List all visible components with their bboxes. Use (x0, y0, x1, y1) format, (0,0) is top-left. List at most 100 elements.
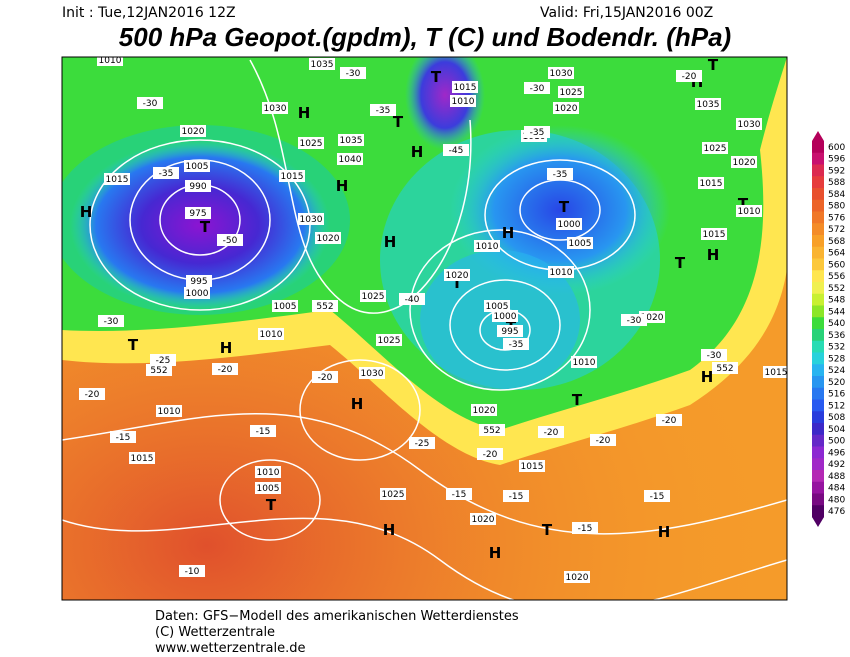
label-box (146, 364, 172, 376)
scale-swatch (812, 411, 824, 424)
label-box (184, 287, 210, 299)
scale-swatch (812, 282, 824, 295)
contour-label: 1010 (158, 407, 181, 417)
contour-label: 1005 (569, 239, 592, 249)
label-box (736, 118, 762, 130)
label-box (477, 448, 503, 460)
contour-label: -40 (405, 295, 420, 305)
contour-label: -30 (707, 351, 722, 361)
label-box (255, 482, 281, 494)
contour-label: 552 (316, 302, 333, 312)
label-box (337, 153, 363, 165)
label-box (548, 266, 574, 278)
pressure-center: H (701, 368, 714, 386)
label-box (702, 142, 728, 154)
scale-swatch (812, 164, 824, 177)
contour-label: 1030 (264, 104, 287, 114)
scale-swatch (812, 211, 824, 224)
init-time: Init : Tue,12JAN2016 12Z (62, 5, 236, 21)
label-box (399, 293, 425, 305)
scale-label: 536 (828, 331, 845, 341)
label-box (309, 58, 335, 70)
contour-label: -35 (159, 169, 174, 179)
label-box (150, 354, 176, 366)
label-box (736, 205, 762, 217)
scale-label: 540 (828, 319, 845, 329)
contour-label: 1025 (382, 490, 405, 500)
scale-label: 556 (828, 272, 845, 282)
contour-label: -15 (256, 427, 271, 437)
scale-arrow-top (812, 131, 824, 141)
pressure-center: T (675, 254, 686, 272)
contour-label: 1030 (361, 369, 384, 379)
scale-swatch (812, 446, 824, 459)
scale-swatch (812, 423, 824, 436)
label-box (360, 290, 386, 302)
contour-label: 1035 (697, 100, 720, 110)
label-box (312, 300, 338, 312)
contour-label: 1030 (738, 120, 761, 130)
scale-label: 484 (828, 484, 845, 494)
scale-label: 528 (828, 354, 845, 364)
contour-label: -30 (143, 99, 158, 109)
label-box (186, 275, 212, 287)
contour-label: -30 (627, 316, 642, 326)
contour-label: 1035 (311, 60, 334, 70)
scale-swatch (812, 399, 824, 412)
scale-label: 596 (828, 155, 845, 165)
scale-swatch (812, 188, 824, 201)
label-box (137, 97, 163, 109)
contour-label: -15 (578, 524, 593, 534)
scale-label: 600 (828, 143, 845, 153)
contour-label: 1020 (641, 313, 664, 323)
scale-swatch (812, 152, 824, 165)
label-box (180, 125, 206, 137)
label-box (698, 177, 724, 189)
scale-swatch (812, 199, 824, 212)
contour-label: -15 (116, 433, 131, 443)
label-box (556, 218, 582, 230)
label-box (763, 366, 789, 378)
scale-label: 588 (828, 178, 845, 188)
scale-label: 548 (828, 296, 845, 306)
contour-label: 1030 (300, 215, 323, 225)
scale-swatch (812, 258, 824, 271)
contour-label: 552 (150, 366, 167, 376)
contour-label: 1015 (700, 179, 723, 189)
scale-swatch (812, 481, 824, 494)
label-box (695, 98, 721, 110)
label-box (547, 168, 573, 180)
label-box (184, 160, 210, 172)
contour-label: 1030 (550, 69, 573, 79)
contour-label: 1015 (131, 454, 154, 464)
label-box (79, 388, 105, 400)
scale-swatch (812, 458, 824, 471)
contour-label: -30 (346, 69, 361, 79)
label-box (262, 102, 288, 114)
label-box (571, 356, 597, 368)
contour-label: 1040 (339, 155, 362, 165)
scale-label: 532 (828, 343, 845, 353)
label-box (258, 328, 284, 340)
pressure-center: T (708, 56, 719, 74)
scale-label: 584 (828, 190, 845, 200)
label-box (380, 488, 406, 500)
contour-label: -45 (449, 146, 464, 156)
pressure-center: H (336, 177, 349, 195)
contour-label: 1015 (521, 462, 544, 472)
label-box (359, 367, 385, 379)
label-box (98, 315, 124, 327)
label-box (153, 167, 179, 179)
label-box (548, 67, 574, 79)
scale-label: 492 (828, 460, 845, 470)
contour-label: -20 (85, 390, 100, 400)
contour-label: -25 (156, 356, 171, 366)
contour-label: 1020 (472, 515, 495, 525)
label-box (701, 349, 727, 361)
label-box (443, 144, 469, 156)
contour-label: 1020 (473, 406, 496, 416)
pressure-center: H (489, 544, 502, 562)
pressure-center: H (658, 523, 671, 541)
contour-label: -20 (662, 416, 677, 426)
